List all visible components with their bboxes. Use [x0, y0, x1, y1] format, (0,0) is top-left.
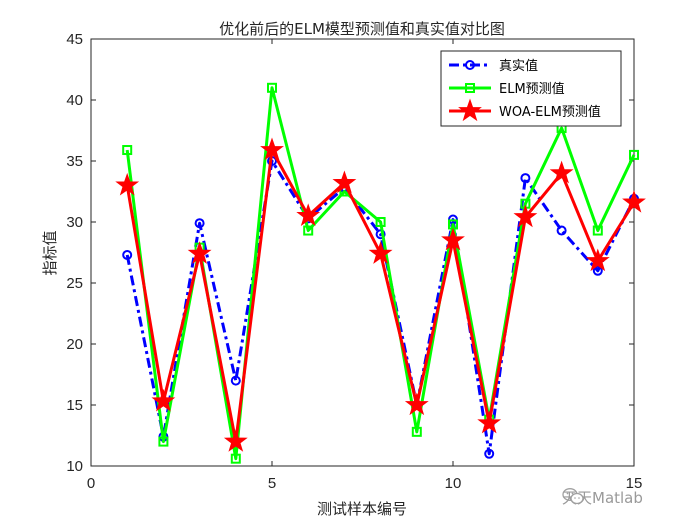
x-tick-label: 0 — [87, 475, 95, 492]
data-point — [549, 160, 574, 184]
data-point — [368, 241, 393, 264]
y-tick-label: 30 — [66, 214, 83, 231]
x-tick-label: 5 — [268, 475, 276, 492]
legend-label: WOA-ELM预测值 — [499, 104, 601, 120]
y-tick-label: 25 — [66, 275, 83, 292]
y-tick-label: 45 — [66, 31, 83, 48]
chart-title: 优化前后的ELM模型预测值和真实值对比图 — [219, 20, 505, 38]
data-point — [267, 82, 277, 93]
data-point — [332, 170, 357, 194]
data-point — [520, 173, 531, 184]
data-point — [484, 448, 495, 459]
series-3 — [115, 137, 646, 452]
legend: 真实值 ELM预测值 WOA-ELM预测值 — [440, 50, 622, 127]
data-point — [303, 225, 314, 236]
data-point — [230, 375, 241, 386]
data-point — [122, 249, 133, 260]
legend-marker — [465, 83, 475, 93]
data-point — [629, 149, 639, 160]
legend-marker — [465, 60, 475, 70]
data-point — [230, 453, 241, 464]
series-1 — [122, 156, 639, 459]
legend-label: ELM预测值 — [499, 81, 565, 97]
legend-marker — [458, 98, 482, 122]
y-tick-label: 40 — [66, 92, 83, 109]
x-tick-label: 10 — [445, 475, 462, 492]
data-point — [556, 225, 567, 236]
wechat-icon — [562, 488, 584, 505]
data-point — [194, 218, 205, 229]
watermark-text: 天天Matlab — [562, 489, 643, 507]
data-point — [592, 265, 603, 276]
data-point — [158, 436, 169, 447]
series-line — [125, 159, 636, 456]
data-point — [122, 145, 133, 156]
data-point — [375, 217, 386, 227]
y-tick-label: 15 — [66, 397, 83, 414]
y-tick-label: 10 — [66, 458, 83, 475]
data-point — [260, 137, 284, 161]
data-point — [592, 225, 603, 236]
y-tick-label: 35 — [66, 153, 83, 170]
data-point — [296, 203, 321, 227]
data-point — [115, 172, 140, 196]
data-point — [585, 248, 610, 272]
watermark: 天天Matlab — [562, 487, 643, 508]
data-point — [151, 388, 176, 412]
data-point — [223, 429, 248, 452]
x-axis-label: 测试样本编号 — [317, 500, 407, 518]
data-point — [622, 189, 646, 213]
data-point — [187, 241, 212, 264]
data-point — [404, 392, 429, 416]
data-point — [441, 227, 465, 251]
data-point — [411, 426, 422, 437]
x-tick-label: 15 — [626, 475, 643, 492]
data-point — [513, 204, 538, 228]
y-tick-label: 20 — [66, 336, 83, 353]
legend-label: 真实值 — [499, 58, 538, 74]
y-axis-label: 指标值 — [41, 230, 59, 275]
data-point — [477, 410, 502, 434]
